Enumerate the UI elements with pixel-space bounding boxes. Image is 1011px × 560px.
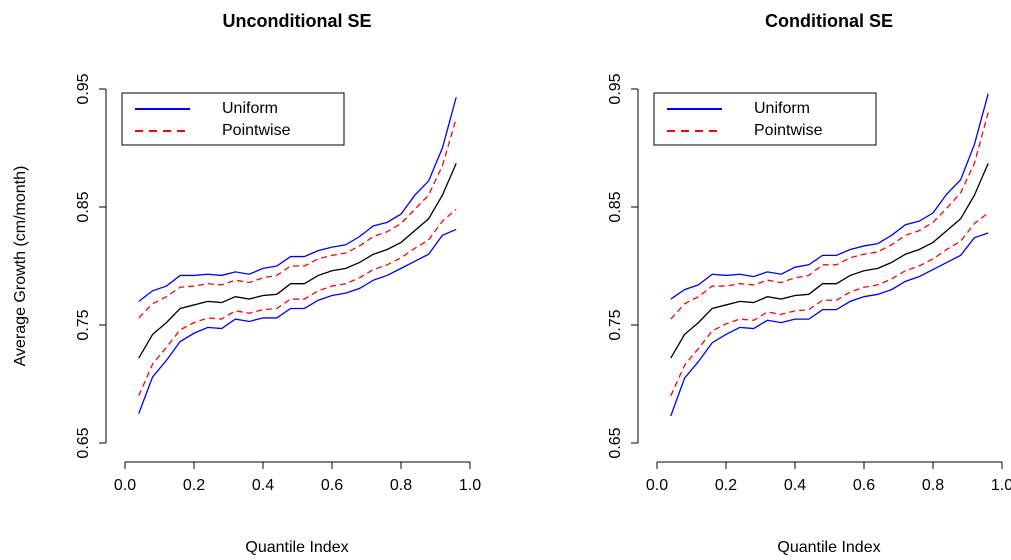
y-tick-label: 0.65	[607, 427, 624, 458]
band-upper	[138, 97, 457, 302]
estimate-line	[138, 163, 457, 359]
x-tick-label: 0.6	[321, 477, 343, 494]
legend-label: Uniform	[222, 100, 278, 117]
x-axis-label: Quantile Index	[245, 539, 348, 556]
x-tick-label: 1.0	[991, 477, 1011, 494]
y-tick-label: 0.95	[607, 73, 624, 104]
band-upper	[138, 118, 457, 319]
y-tick-label: 0.85	[75, 191, 92, 222]
x-tick-label: 0.2	[183, 477, 205, 494]
y-tick-label: 0.75	[607, 309, 624, 340]
band-upper	[670, 93, 989, 300]
x-tick-label: 0.6	[853, 477, 875, 494]
band-lower	[670, 212, 989, 397]
x-tick-label: 0.8	[390, 477, 412, 494]
y-tick-label: 0.65	[75, 427, 92, 458]
y-tick-label: 0.85	[607, 191, 624, 222]
band-lower	[670, 232, 989, 417]
x-tick-label: 0.4	[784, 477, 806, 494]
legend-label: Pointwise	[754, 122, 823, 139]
y-tick-label: 0.75	[75, 309, 92, 340]
y-tick-label: 0.95	[75, 73, 92, 104]
y-axis-label: Average Growth (cm/month)	[12, 166, 29, 367]
legend-label: Pointwise	[222, 122, 291, 139]
legend-box	[121, 92, 345, 146]
chart-title: Unconditional SE	[222, 11, 371, 31]
x-tick-label: 0.0	[114, 477, 136, 494]
band-lower	[138, 208, 457, 397]
band-upper	[670, 112, 989, 320]
x-tick-label: 0.4	[252, 477, 274, 494]
x-tick-label: 0.0	[646, 477, 668, 494]
x-tick-label: 1.0	[459, 477, 481, 494]
x-tick-label: 0.2	[715, 477, 737, 494]
x-axis-label: Quantile Index	[777, 539, 880, 556]
estimate-line	[670, 163, 989, 359]
legend-box	[653, 92, 877, 146]
x-tick-label: 0.8	[922, 477, 944, 494]
legend-label: Uniform	[754, 100, 810, 117]
chart-title: Conditional SE	[765, 11, 893, 31]
band-lower	[138, 228, 457, 414]
